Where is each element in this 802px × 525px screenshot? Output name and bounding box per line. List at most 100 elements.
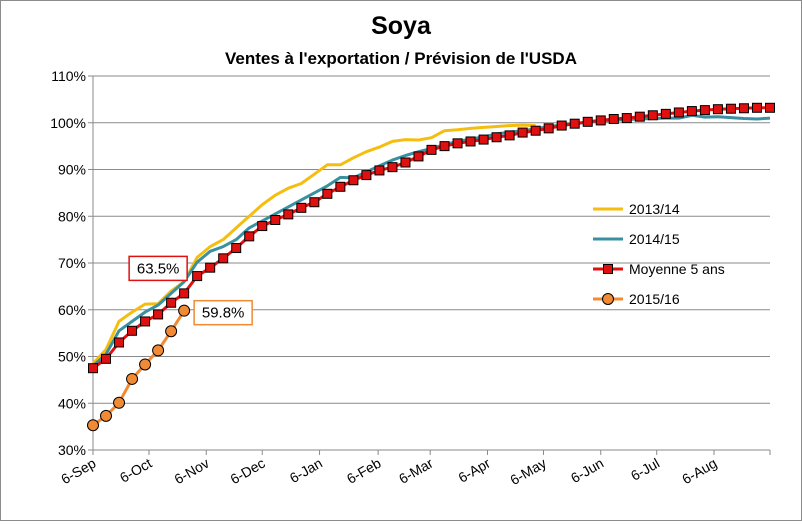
plot-area <box>87 102 775 432</box>
data-point <box>751 102 762 113</box>
data-point <box>452 138 463 149</box>
data-point <box>595 115 606 126</box>
data-point <box>413 151 424 162</box>
data-point <box>257 221 268 232</box>
y-tick-label: 110% <box>51 68 86 84</box>
data-point <box>127 325 138 336</box>
y-tick-label: 90% <box>58 162 86 178</box>
legend-marker <box>602 293 614 305</box>
x-tick-label: 6-Aug <box>679 455 719 488</box>
y-tick-label: 30% <box>58 442 86 458</box>
data-point <box>478 134 489 145</box>
data-point <box>179 288 190 299</box>
data-point <box>634 111 645 122</box>
x-tick-label: 6-Apr <box>455 455 493 486</box>
data-point <box>100 409 113 422</box>
data-point <box>153 309 164 320</box>
data-label-text: 63.5% <box>137 260 180 277</box>
data-label-box <box>193 299 253 326</box>
data-point <box>166 297 177 308</box>
data-point <box>165 325 178 338</box>
data-point <box>673 107 684 118</box>
data-point <box>87 419 99 432</box>
data-point <box>647 110 658 121</box>
data-point <box>296 202 307 213</box>
data-point <box>686 106 697 117</box>
data-point <box>101 353 112 364</box>
data-point <box>660 108 671 119</box>
data-point <box>218 253 229 264</box>
legend-label: 2014/15 <box>629 231 680 247</box>
data-point <box>699 105 710 116</box>
x-tick-label: 6-May <box>507 455 549 488</box>
series-1 <box>91 123 536 365</box>
y-tick-label: 50% <box>58 349 86 365</box>
data-point <box>738 103 749 114</box>
legend-label: Moyenne 5 ans <box>629 261 725 277</box>
data-point <box>439 141 450 152</box>
data-point <box>556 120 567 131</box>
data-point <box>400 157 411 168</box>
data-point <box>152 344 165 357</box>
data-point <box>283 209 294 220</box>
data-point <box>387 162 398 173</box>
data-point <box>231 243 242 254</box>
data-point <box>140 316 151 327</box>
x-tick-label: 6-Dec <box>227 455 267 488</box>
chart-subtitle: Ventes à l'exportation / Prévision de l'… <box>225 49 577 68</box>
data-label-box <box>128 255 188 282</box>
legend-item-3: Moyenne 5 ans <box>593 261 725 277</box>
data-point <box>530 125 541 136</box>
x-tick-label: 6-Jul <box>628 455 662 484</box>
data-point <box>270 214 281 225</box>
data-point <box>426 144 437 155</box>
data-point <box>139 358 152 371</box>
data-point <box>113 396 126 409</box>
data-point <box>582 116 593 127</box>
data-point <box>712 104 723 115</box>
data-label-1: 63.5% <box>128 255 188 282</box>
x-tick-label: 6-Sep <box>58 455 99 488</box>
x-tick-label: 6-Nov <box>171 455 211 488</box>
data-point <box>608 114 619 125</box>
data-point <box>309 197 320 208</box>
legend-item-1: 2013/14 <box>593 201 680 217</box>
data-point <box>517 127 528 138</box>
y-tick-label: 40% <box>58 395 86 411</box>
y-tick-label: 100% <box>50 115 86 131</box>
data-point <box>88 363 98 374</box>
legend: 2013/14 2014/15 Moyenne 5 ans 2015/16 <box>593 201 725 307</box>
x-tick-label: 6-Oct <box>117 455 155 486</box>
legend-item-4: 2015/16 <box>593 291 680 307</box>
y-tick-label: 80% <box>58 208 86 224</box>
data-point <box>205 262 216 273</box>
data-point <box>244 231 255 242</box>
y-tick-label: 70% <box>58 255 86 271</box>
legend-item-2: 2014/15 <box>593 231 680 247</box>
data-label-text: 59.8% <box>202 305 245 322</box>
data-point <box>335 181 346 192</box>
legend-marker <box>603 264 613 274</box>
x-tick-label: 6-Mar <box>396 455 436 487</box>
data-point <box>361 170 372 181</box>
legend-label: 2013/14 <box>629 201 680 217</box>
data-label-2: 59.8% <box>193 299 253 326</box>
series-3 <box>88 102 775 374</box>
data-point <box>765 102 775 113</box>
data-point <box>543 123 554 134</box>
data-point <box>348 175 359 186</box>
data-point <box>374 165 385 176</box>
data-point <box>491 132 502 143</box>
data-point <box>569 118 580 129</box>
data-point <box>504 130 515 141</box>
series-4 <box>87 304 191 432</box>
y-tick-label: 60% <box>58 302 86 318</box>
data-point <box>192 271 203 282</box>
series-line <box>91 123 536 365</box>
data-point <box>465 136 476 147</box>
data-point <box>114 337 125 348</box>
x-tick-label: 6-Jan <box>287 455 325 486</box>
x-tick-label: 6-Feb <box>344 455 384 487</box>
legend-label: 2015/16 <box>629 291 680 307</box>
